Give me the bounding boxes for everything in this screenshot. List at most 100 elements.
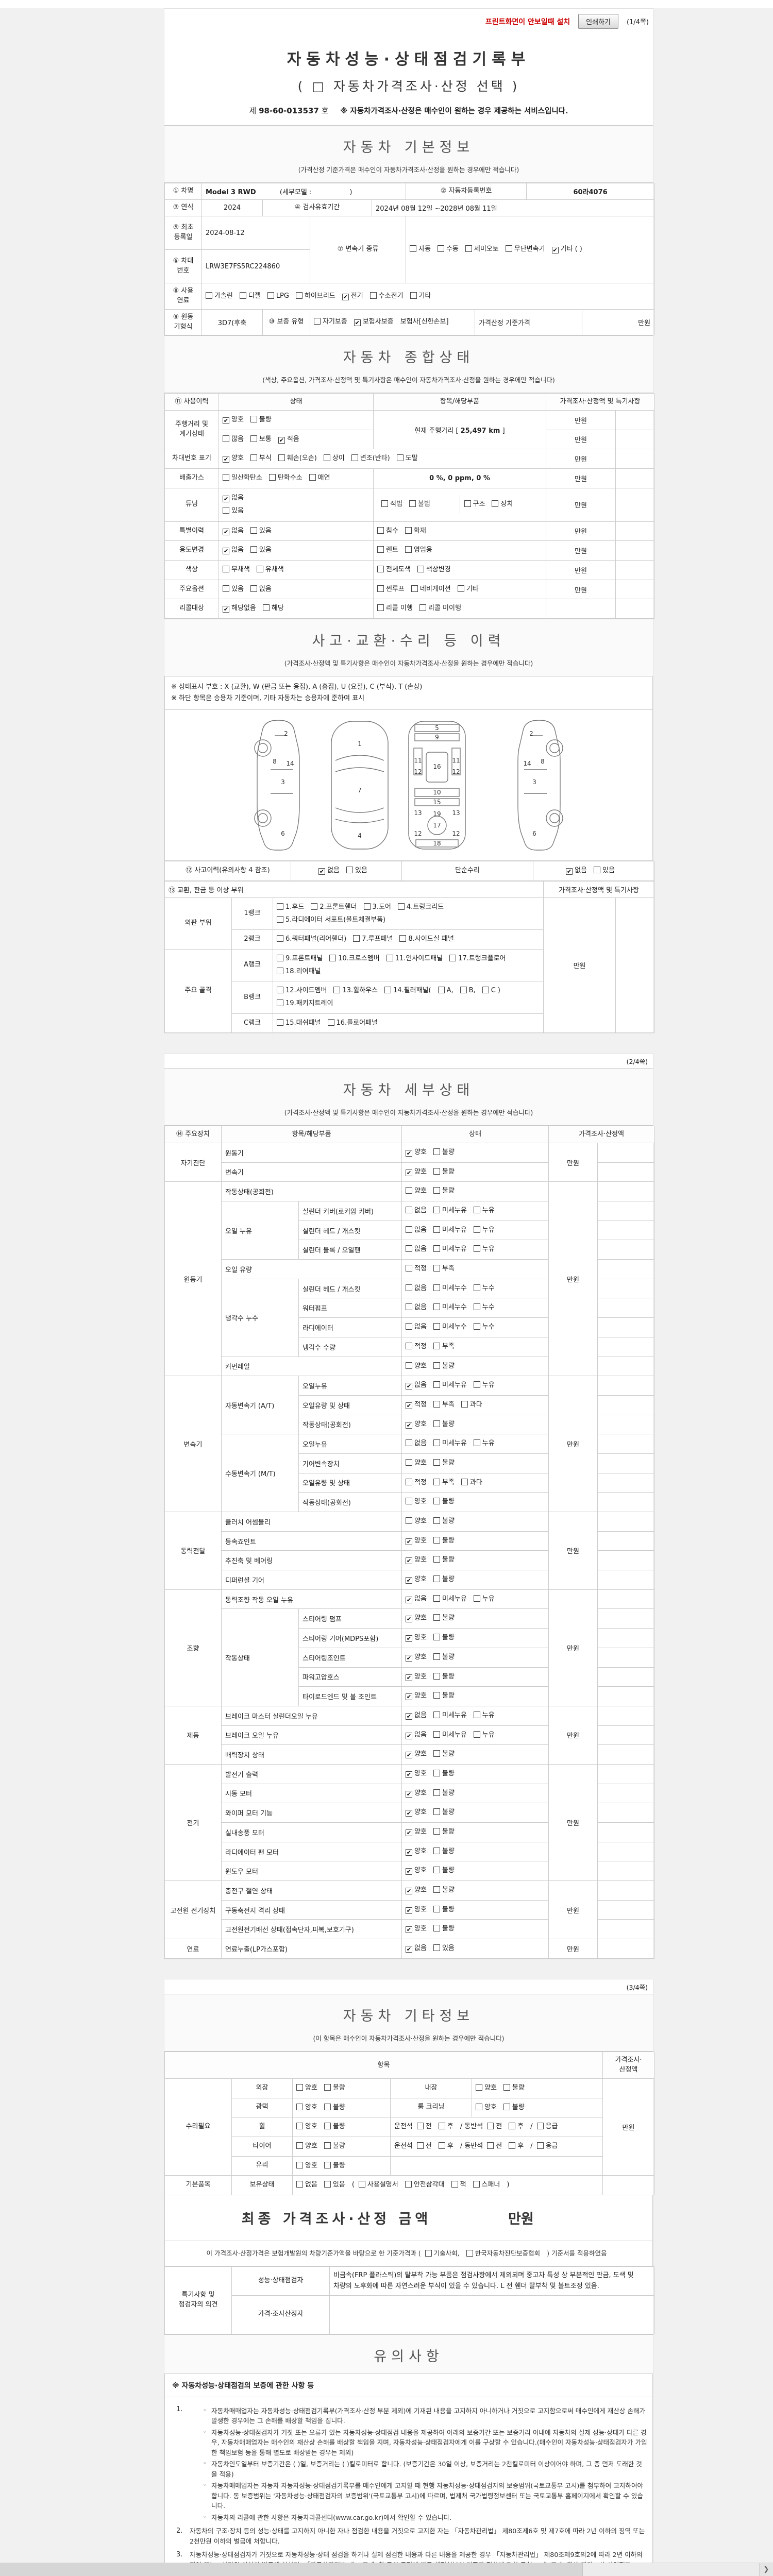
checkbox[interactable]: [405, 527, 412, 534]
checkbox-checked[interactable]: ✔: [406, 1538, 413, 1545]
checkbox[interactable]: [406, 1342, 413, 1349]
checkbox-checked[interactable]: ✔: [406, 1421, 413, 1429]
checkbox[interactable]: [461, 1478, 468, 1485]
checkbox[interactable]: [433, 1265, 440, 1272]
checkbox[interactable]: [250, 415, 257, 422]
checkbox-checked[interactable]: ✔: [406, 1577, 413, 1584]
checkbox[interactable]: [473, 1303, 480, 1311]
checkbox[interactable]: [476, 2103, 482, 2110]
checkbox[interactable]: [509, 2142, 516, 2149]
checkbox[interactable]: [277, 903, 283, 910]
checkbox[interactable]: [324, 2142, 331, 2149]
checkbox[interactable]: [433, 1828, 440, 1835]
checkbox[interactable]: [406, 1323, 413, 1330]
checkbox[interactable]: [314, 318, 321, 325]
checkbox[interactable]: [473, 1439, 480, 1447]
checkbox[interactable]: [433, 1886, 440, 1893]
checkbox[interactable]: [437, 245, 444, 252]
checkbox[interactable]: [333, 987, 341, 994]
checkbox-checked[interactable]: ✔: [223, 528, 229, 535]
checkbox-checked[interactable]: ✔: [406, 1946, 413, 1953]
checkbox-checked[interactable]: ✔: [223, 456, 229, 463]
checkbox[interactable]: [416, 2123, 424, 2130]
checkbox[interactable]: [473, 1245, 480, 1252]
checkbox[interactable]: [433, 1420, 440, 1427]
checkbox[interactable]: [262, 604, 270, 612]
checkbox[interactable]: [433, 1459, 440, 1466]
checkbox-checked[interactable]: ✔: [406, 1693, 413, 1701]
checkbox[interactable]: [464, 500, 471, 507]
checkbox[interactable]: [433, 1575, 440, 1583]
checkbox[interactable]: [384, 987, 391, 994]
checkbox[interactable]: [386, 955, 393, 961]
checkbox[interactable]: [323, 454, 330, 462]
checkbox[interactable]: [503, 2103, 510, 2110]
scrollbar-thumb[interactable]: [0, 2563, 583, 2576]
checkbox[interactable]: [405, 2181, 412, 2188]
checkbox[interactable]: [433, 1207, 440, 1213]
checkbox[interactable]: [473, 1381, 480, 1388]
checkbox-checked[interactable]: ✔: [406, 1402, 413, 1409]
checkbox[interactable]: [457, 585, 464, 592]
checkbox[interactable]: [324, 2083, 331, 2091]
checkbox-checked[interactable]: ✔: [406, 1383, 413, 1390]
checkbox[interactable]: [419, 604, 426, 612]
checkbox[interactable]: [406, 1207, 413, 1213]
checkbox[interactable]: [353, 935, 360, 942]
checkbox[interactable]: [433, 1769, 440, 1776]
checkbox[interactable]: [460, 987, 467, 994]
checkbox-checked[interactable]: ✔: [406, 1829, 413, 1836]
checkbox-checked[interactable]: ✔: [406, 1888, 413, 1895]
checkbox[interactable]: [433, 1148, 440, 1155]
checkbox[interactable]: [411, 585, 418, 592]
checkbox[interactable]: [492, 500, 499, 507]
checkbox[interactable]: [433, 1653, 440, 1660]
checkbox[interactable]: [433, 1944, 440, 1952]
checkbox[interactable]: [381, 500, 388, 507]
checkbox[interactable]: [324, 2161, 331, 2168]
checkbox[interactable]: [406, 1265, 413, 1272]
checkbox[interactable]: [295, 292, 303, 299]
checkbox[interactable]: [324, 2103, 331, 2110]
checkbox[interactable]: [433, 1808, 440, 1816]
checkbox[interactable]: [268, 473, 276, 481]
checkbox-checked[interactable]: ✔: [223, 495, 229, 502]
checkbox[interactable]: [416, 2142, 424, 2149]
checkbox[interactable]: [473, 1207, 480, 1213]
checkbox[interactable]: [346, 867, 353, 874]
checkbox[interactable]: [223, 506, 229, 514]
checkbox-checked[interactable]: ✔: [406, 1771, 413, 1778]
checkbox[interactable]: [250, 585, 257, 592]
checkbox[interactable]: [239, 292, 246, 299]
checkbox[interactable]: [536, 2142, 544, 2149]
checkbox[interactable]: [473, 1711, 480, 1718]
checkbox[interactable]: [482, 987, 489, 994]
checkbox[interactable]: [509, 2123, 516, 2130]
checkbox-checked[interactable]: ✔: [406, 1674, 413, 1681]
checkbox[interactable]: [377, 585, 384, 592]
checkbox[interactable]: [406, 1245, 413, 1252]
checkbox[interactable]: [503, 2083, 510, 2091]
checkbox[interactable]: [406, 1226, 413, 1233]
checkbox[interactable]: [410, 245, 417, 252]
checkbox[interactable]: [433, 1867, 440, 1874]
checkbox-checked[interactable]: ✔: [406, 1149, 413, 1157]
checkbox[interactable]: [433, 1634, 440, 1641]
checkbox[interactable]: [324, 2181, 331, 2188]
checkbox[interactable]: [296, 2123, 303, 2130]
checkbox[interactable]: [405, 546, 412, 553]
checkbox[interactable]: [433, 1362, 440, 1369]
checkbox[interactable]: [267, 292, 274, 299]
checkbox[interactable]: [277, 987, 283, 994]
checkbox[interactable]: [433, 1303, 440, 1311]
checkbox[interactable]: [278, 454, 285, 462]
checkbox-checked[interactable]: ✔: [406, 1596, 413, 1603]
checkbox[interactable]: [451, 2181, 458, 2188]
checkbox[interactable]: [433, 1381, 440, 1388]
checkbox-checked[interactable]: ✔: [406, 1907, 413, 1914]
checkbox[interactable]: [406, 1187, 413, 1194]
checkbox-checked[interactable]: ✔: [223, 606, 229, 613]
checkbox[interactable]: [223, 566, 229, 572]
checkbox[interactable]: [438, 2123, 445, 2130]
checkbox[interactable]: [433, 1731, 440, 1738]
